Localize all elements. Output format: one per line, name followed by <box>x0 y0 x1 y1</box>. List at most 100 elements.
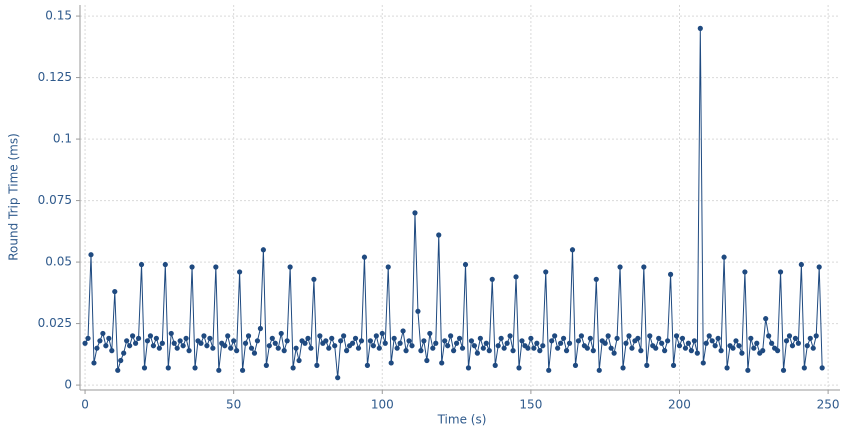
data-point <box>673 333 680 339</box>
data-point <box>611 350 617 356</box>
data-point <box>510 348 516 354</box>
data-point <box>225 333 231 339</box>
data-point <box>248 345 255 351</box>
data-point <box>486 348 492 354</box>
data-point <box>326 345 332 351</box>
data-point <box>659 340 665 346</box>
data-point <box>742 269 748 275</box>
data-point <box>507 333 513 339</box>
data-point <box>430 345 436 351</box>
data-point <box>317 333 323 339</box>
data-point <box>106 335 112 341</box>
x-tick-label: 200 <box>668 398 691 412</box>
data-point <box>676 343 683 349</box>
data-point <box>480 345 486 351</box>
data-point <box>516 365 522 371</box>
data-point <box>789 343 796 349</box>
data-point <box>620 365 626 371</box>
x-tick-label: 150 <box>519 398 542 412</box>
data-point <box>97 338 103 344</box>
data-point <box>269 335 275 341</box>
data-point <box>736 343 742 349</box>
data-point <box>477 335 483 341</box>
data-point <box>578 333 585 339</box>
data-point <box>456 335 463 341</box>
data-point <box>421 338 427 344</box>
data-point <box>670 362 677 368</box>
data-point <box>168 330 174 337</box>
data-point <box>228 345 234 351</box>
data-point <box>763 316 769 322</box>
data-point <box>394 345 400 351</box>
data-point <box>724 365 730 371</box>
data-point <box>400 328 406 334</box>
data-point <box>159 340 165 346</box>
data-point <box>700 360 706 366</box>
data-point <box>596 367 602 373</box>
data-point <box>777 269 784 275</box>
data-point <box>112 288 118 295</box>
data-point <box>489 276 495 282</box>
data-point <box>329 335 335 341</box>
data-point <box>691 338 697 344</box>
data-point <box>257 325 264 332</box>
data-point <box>132 340 139 346</box>
data-point <box>424 357 430 364</box>
y-tick-label: 0.075 <box>38 193 72 207</box>
data-point <box>183 335 189 341</box>
data-point <box>186 348 192 354</box>
data-point <box>810 345 816 351</box>
x-tick-label: 50 <box>226 398 241 412</box>
data-point <box>495 343 501 349</box>
y-tick-label: 0.05 <box>45 255 72 269</box>
data-point <box>162 261 168 268</box>
data-point <box>513 274 519 280</box>
data-point <box>344 348 350 354</box>
data-point <box>263 362 269 368</box>
data-point <box>180 343 186 349</box>
data-point <box>587 335 593 341</box>
data-point <box>254 338 261 344</box>
data-point <box>349 340 356 346</box>
data-point <box>364 362 371 368</box>
data-point <box>403 348 409 354</box>
data-point <box>415 308 421 314</box>
x-tick-label: 250 <box>817 398 840 412</box>
data-point <box>540 343 546 349</box>
data-point <box>231 338 237 344</box>
data-point <box>210 345 216 351</box>
data-point <box>153 335 159 341</box>
data-point <box>275 345 281 351</box>
data-point <box>311 276 317 282</box>
data-point <box>792 335 799 341</box>
data-point <box>287 264 293 270</box>
data-point <box>370 343 376 349</box>
data-point <box>721 254 727 260</box>
data-point <box>504 340 510 346</box>
data-point <box>141 365 148 371</box>
data-point <box>367 338 373 344</box>
data-point <box>575 338 582 344</box>
y-tick-label: 0 <box>64 378 72 392</box>
y-tick-label: 0.125 <box>38 70 72 84</box>
data-point <box>804 343 810 349</box>
data-point <box>813 333 819 339</box>
data-point <box>462 261 469 268</box>
data-point <box>138 261 145 268</box>
data-point <box>91 360 97 366</box>
data-point <box>409 343 415 349</box>
data-point <box>453 340 460 346</box>
data-point <box>546 367 552 373</box>
data-point <box>528 335 534 341</box>
data-point <box>748 335 754 341</box>
data-point <box>617 264 623 270</box>
data-point <box>798 261 804 268</box>
data-point <box>501 345 507 351</box>
data-point <box>635 335 641 341</box>
y-tick-label: 0.1 <box>53 132 72 146</box>
data-point <box>94 345 100 351</box>
data-point <box>391 335 397 341</box>
data-point <box>525 345 531 351</box>
data-point <box>558 340 564 346</box>
